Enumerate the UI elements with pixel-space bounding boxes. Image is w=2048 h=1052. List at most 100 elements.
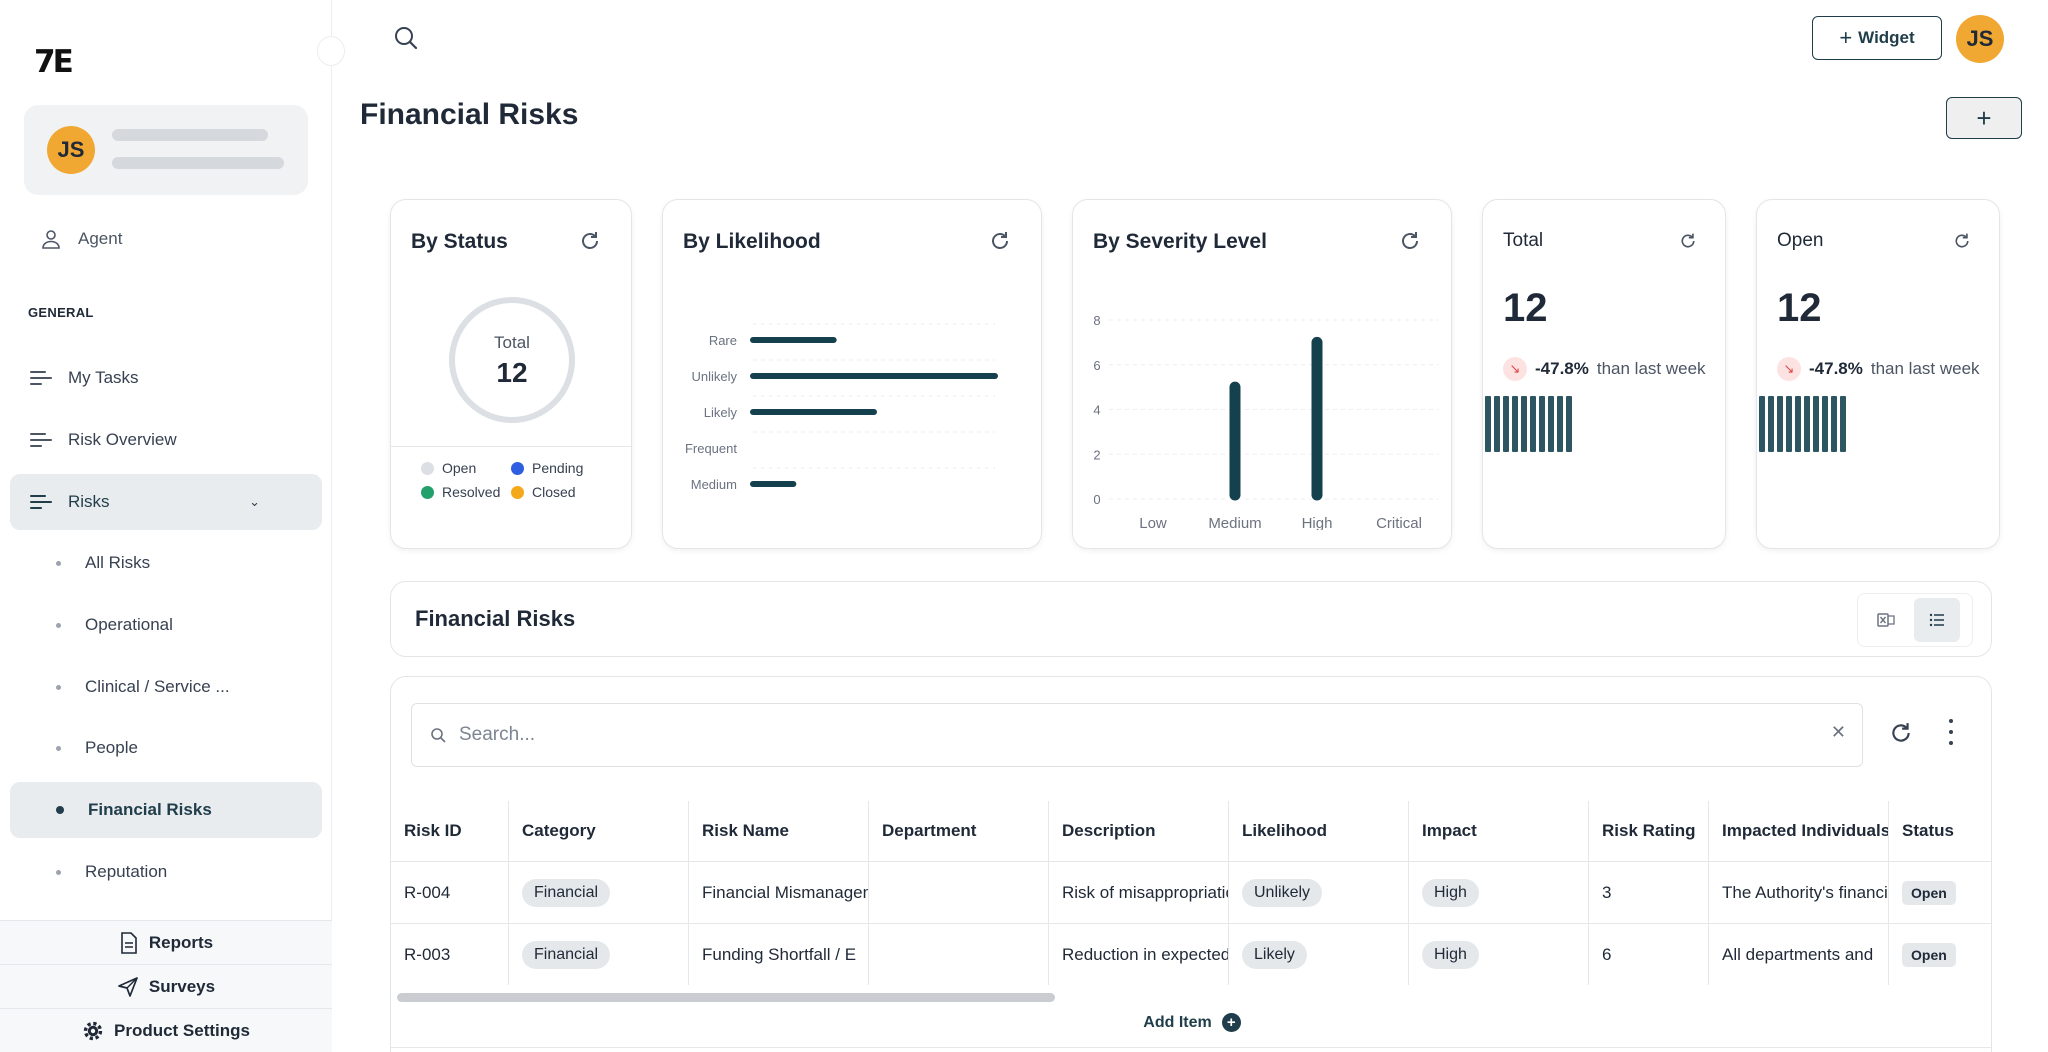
more-options-icon[interactable] bbox=[1947, 719, 1955, 745]
chevron-down-icon[interactable]: ⌄ bbox=[249, 494, 260, 509]
legend-item-open[interactable]: Open bbox=[421, 460, 511, 476]
refresh-icon[interactable] bbox=[1889, 721, 1913, 745]
card-by-likelihood: By Likelihood Rare Unlikely Likely Frequent… bbox=[662, 199, 1042, 549]
add-button[interactable]: + bbox=[1946, 97, 2022, 139]
table-cell: Financial bbox=[509, 924, 689, 985]
legend-dot bbox=[511, 485, 524, 499]
sidebar-item-risks[interactable]: Risks ⌄ bbox=[10, 474, 322, 530]
column-header[interactable]: Department bbox=[869, 801, 1049, 861]
refresh-icon[interactable] bbox=[989, 230, 1011, 252]
spark-bar bbox=[1804, 396, 1810, 452]
likelihood-bar-chart: Rare Unlikely Likely Frequent Medium 0 2 4 6 bbox=[685, 323, 999, 520]
sidebar-item-my-tasks[interactable]: My Tasks bbox=[10, 350, 322, 406]
open-value: 12 bbox=[1777, 286, 1822, 330]
spark-bar bbox=[1521, 396, 1527, 452]
table-cell: Open bbox=[1889, 862, 1991, 923]
spark-bar bbox=[1831, 396, 1837, 452]
sidebar-footer-surveys[interactable]: Surveys bbox=[0, 964, 332, 1008]
user-card[interactable]: JS bbox=[24, 105, 308, 195]
sidebar-footer-product-settings[interactable]: Product Settings bbox=[0, 1008, 332, 1052]
add-widget-button[interactable]: + Widget bbox=[1812, 16, 1942, 60]
sparkline bbox=[1485, 396, 1572, 452]
table-cell: 6 bbox=[1589, 924, 1709, 985]
legend-item-pending[interactable]: Pending bbox=[511, 460, 611, 476]
column-header[interactable]: Risk Name bbox=[689, 801, 869, 861]
sidebar-subitem-label: Clinical / Service ... bbox=[85, 677, 230, 696]
sidebar-subitem-operational[interactable]: Operational bbox=[10, 597, 322, 653]
horizontal-scrollbar[interactable] bbox=[397, 993, 1055, 1002]
table-row[interactable]: R-004 Financial Financial Mismanagement Ris… bbox=[391, 861, 1991, 923]
donut-total-value: 12 bbox=[496, 357, 528, 388]
card-by-severity: By Severity Level 0 2 4 6 8 Low Medium High Crit… bbox=[1072, 199, 1452, 549]
refresh-icon[interactable] bbox=[1953, 232, 1971, 250]
column-header[interactable]: Likelihood bbox=[1229, 801, 1409, 861]
table-cell: Likely bbox=[1229, 924, 1409, 985]
legend-item-closed[interactable]: Closed bbox=[511, 484, 611, 500]
table-cell: Reduction in expected bbox=[1049, 924, 1229, 985]
legend-item-resolved[interactable]: Resolved bbox=[421, 484, 511, 500]
spark-bar bbox=[1503, 396, 1509, 452]
tag-chip: Financial bbox=[522, 878, 611, 907]
sidebar-item-risk-overview[interactable]: Risk Overview bbox=[10, 412, 322, 468]
status-donut: Total 12 bbox=[447, 295, 577, 425]
avatar[interactable]: JS bbox=[1956, 15, 2004, 63]
sidebar-subitem-clinical-service[interactable]: Clinical / Service ... bbox=[10, 659, 322, 715]
sidebar-subitem-people[interactable]: People bbox=[10, 720, 322, 776]
trend-indicator: ↘ -47.8% than last week bbox=[1777, 357, 1999, 381]
legend-label: Resolved bbox=[442, 484, 501, 500]
plus-circle-icon: + bbox=[1221, 1013, 1241, 1032]
table-cell: High bbox=[1409, 862, 1589, 923]
spark-bar bbox=[1512, 396, 1518, 452]
sidebar-footer-label: Reports bbox=[148, 932, 214, 952]
sidebar-collapse-handle[interactable] bbox=[317, 36, 345, 66]
legend-label: Pending bbox=[532, 460, 584, 476]
sidebar-subitem-reputation[interactable]: Reputation bbox=[10, 844, 322, 900]
menu-lines-icon bbox=[30, 495, 52, 509]
avatar: JS bbox=[47, 126, 95, 174]
spark-bar bbox=[1795, 396, 1801, 452]
excel-view-button[interactable] bbox=[1863, 598, 1909, 642]
add-item-button[interactable]: Add Item + bbox=[391, 1013, 1991, 1032]
x-tick-label: 6 bbox=[991, 517, 999, 520]
sidebar-footer-reports[interactable]: Reports bbox=[0, 920, 332, 964]
sidebar-subitem-financial-risks[interactable]: Financial Risks bbox=[10, 782, 322, 838]
status-badge: Open bbox=[1902, 942, 1956, 967]
bullet-icon bbox=[56, 560, 61, 566]
panel-title: Financial Risks bbox=[415, 606, 576, 631]
sidebar-subitem-all-risks[interactable]: All Risks bbox=[10, 535, 322, 591]
y-tick-label: Medium bbox=[691, 477, 737, 492]
refresh-icon[interactable] bbox=[579, 230, 601, 252]
spark-bar bbox=[1485, 396, 1491, 452]
tag-chip: High bbox=[1422, 878, 1479, 907]
table-cell: High bbox=[1409, 924, 1589, 985]
column-header[interactable]: Description bbox=[1049, 801, 1229, 861]
y-tick-label: Frequent bbox=[685, 441, 737, 456]
y-tick-label: 8 bbox=[1093, 313, 1100, 328]
spark-bar bbox=[1530, 396, 1536, 452]
column-header[interactable]: Status bbox=[1902, 821, 1954, 840]
column-header[interactable]: Risk ID bbox=[391, 801, 509, 861]
refresh-icon[interactable] bbox=[1399, 230, 1421, 252]
list-view-button[interactable] bbox=[1914, 598, 1960, 642]
close-icon[interactable]: ✕ bbox=[1830, 722, 1846, 742]
table-cell: R-003 bbox=[391, 924, 509, 985]
spark-bar bbox=[1539, 396, 1545, 452]
table-row[interactable]: R-003 Financial Funding Shortfall / E Reduc… bbox=[391, 923, 1991, 985]
bullet-icon bbox=[56, 869, 61, 875]
spark-bar bbox=[1557, 396, 1563, 452]
nav-agent[interactable]: Agent bbox=[40, 228, 122, 250]
app-logo[interactable]: 7E bbox=[34, 44, 74, 80]
search-icon[interactable] bbox=[392, 24, 420, 52]
column-header[interactable]: Impacted Individuals bbox=[1709, 801, 1889, 861]
legend-dot bbox=[511, 461, 524, 475]
column-header[interactable]: Category bbox=[509, 801, 689, 861]
table-cell: Open bbox=[1889, 924, 1991, 985]
column-header[interactable]: Risk Rating bbox=[1589, 801, 1709, 861]
add-widget-label: Widget bbox=[1858, 28, 1915, 47]
refresh-icon[interactable] bbox=[1679, 232, 1697, 250]
search-input[interactable] bbox=[459, 724, 1779, 746]
sidebar-item-label: Risk Overview bbox=[68, 430, 177, 449]
column-header[interactable]: Impact bbox=[1409, 801, 1589, 861]
gear-icon bbox=[83, 1021, 103, 1040]
